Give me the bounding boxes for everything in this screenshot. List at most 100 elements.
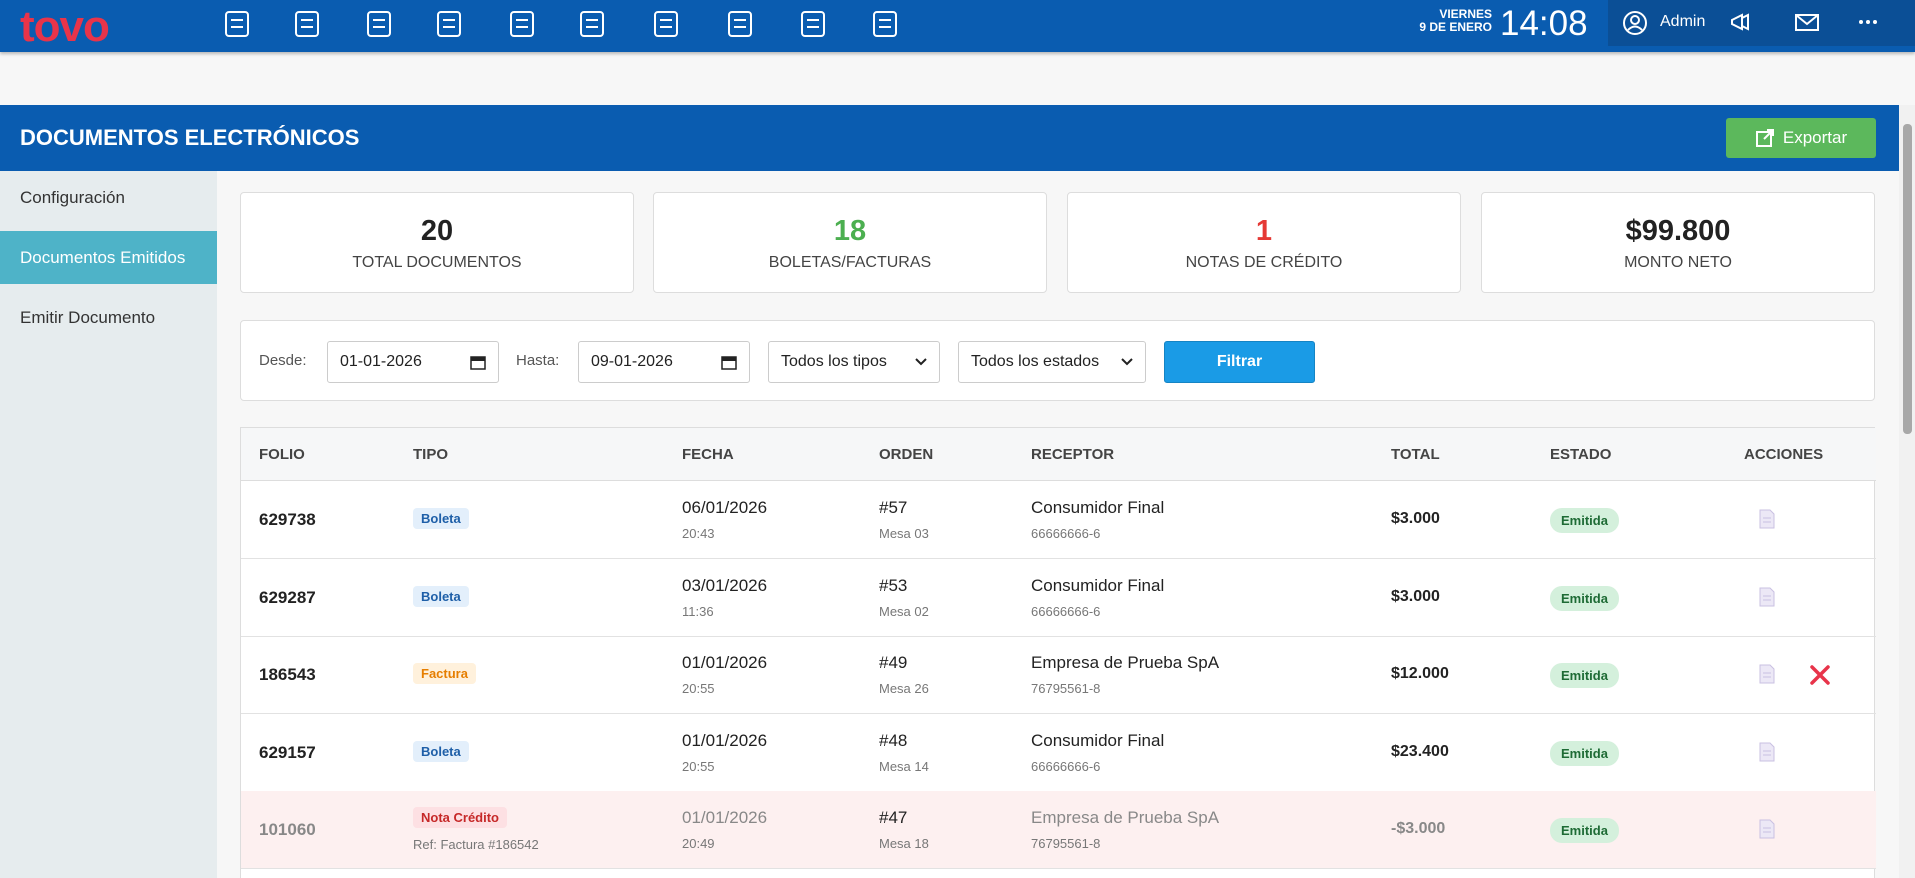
- estado-select[interactable]: Todos los estados: [958, 341, 1146, 383]
- table-row: 186543 Factura 01/01/2026 20:55 #49 Mesa 26 Em…: [241, 636, 1876, 715]
- view-doc[interactable]: [1759, 509, 1775, 534]
- nav-icon[interactable]: [728, 11, 752, 37]
- day: VIERNES: [1439, 7, 1492, 21]
- fecha: 01/01/2026: [682, 653, 768, 673]
- nav-icon[interactable]: [367, 11, 391, 37]
- stat-label: BOLETAS/FACTURAS: [768, 254, 932, 271]
- column-header: ACCIONES: [1744, 446, 1824, 463]
- column-header: RECEPTOR: [1031, 446, 1115, 463]
- stat-card: $99.800 MONTO NETO: [1481, 192, 1875, 293]
- sidebar-item[interactable]: Emitir Documento: [20, 308, 156, 327]
- fecha: 01/01/2026: [682, 808, 768, 828]
- scroll-thumb[interactable]: [1903, 124, 1912, 434]
- estado-badge: Emitida: [1550, 740, 1619, 766]
- rut: 66666666-6: [1031, 758, 1101, 774]
- date: 9 DE ENERO: [1419, 20, 1492, 34]
- rut: 76795561-8: [1031, 836, 1101, 852]
- ref: Ref: Factura #186542: [413, 837, 539, 853]
- total: $23.400: [1391, 742, 1449, 760]
- tipo-badge: Boleta: [413, 585, 469, 607]
- hasta-input[interactable]: 09-01-2026: [578, 341, 750, 383]
- chevron: [915, 358, 927, 366]
- rut: 66666666-6: [1031, 603, 1101, 619]
- nav-icon[interactable]: [437, 11, 461, 37]
- nav-icon[interactable]: [225, 11, 249, 37]
- filter-bar: Desde: 01-01-2026 Hasta: 09-01-2026 Todo…: [240, 320, 1875, 401]
- tipo-badge: Boleta: [413, 508, 469, 529]
- tipo-select[interactable]: Todos los tipos: [768, 341, 940, 383]
- export-icon: [1755, 129, 1774, 147]
- table-row: 629287 Boleta 03/01/2026 11:36 #53 Mesa 02 Con…: [241, 559, 1876, 637]
- hora: 20:43: [682, 526, 715, 541]
- announce-icon[interactable]: [1728, 10, 1754, 36]
- user-box: [1608, 0, 1915, 46]
- desde-input[interactable]: 01-01-2026: [327, 341, 499, 383]
- more-icon[interactable]: [1858, 18, 1878, 26]
- table-header: FOLIO TIPO FECHA ORDEN RECEPTOR TOTAL ESTADO AC…: [241, 428, 1876, 481]
- column-header: FECHA: [682, 446, 734, 463]
- column-header: FOLIO: [259, 446, 305, 463]
- rut: 66666666-6: [1031, 526, 1101, 541]
- nav-icon[interactable]: [510, 11, 534, 37]
- sidebar-item[interactable]: Configuración: [20, 188, 125, 207]
- view-doc[interactable]: [1759, 664, 1775, 689]
- nav-icon[interactable]: [654, 11, 678, 37]
- mesa: Mesa 26: [879, 681, 929, 697]
- estado-badge: Emitida: [1550, 663, 1619, 689]
- nav-icon[interactable]: [295, 11, 319, 37]
- stat-value: 20: [420, 215, 454, 247]
- stat-label: TOTAL DOCUMENTOS: [352, 254, 522, 271]
- view-doc[interactable]: [1759, 819, 1775, 844]
- nav-icon[interactable]: [801, 11, 825, 37]
- export-button[interactable]: Exportar: [1726, 118, 1876, 158]
- stat-card: 20 TOTAL DOCUMENTOS: [240, 192, 634, 293]
- fecha: 01/01/2026: [682, 730, 768, 750]
- top-bar: tovo VIERNES 9 DE ENERO 14:08 Admin: [0, 0, 1915, 52]
- stat-value: $99.800: [1625, 215, 1731, 247]
- calendar-icon: [721, 356, 737, 370]
- estado-badge: Emitida: [1550, 508, 1619, 533]
- user-name[interactable]: Admin: [1660, 13, 1706, 30]
- documents-table: FOLIO TIPO FECHA ORDEN RECEPTOR TOTAL ESTADO AC…: [240, 427, 1876, 878]
- hora: 20:55: [682, 758, 715, 774]
- column-header: ESTADO: [1550, 446, 1612, 463]
- calendar-icon: [470, 356, 486, 370]
- total: $3.000: [1391, 510, 1440, 527]
- column-header: TOTAL: [1391, 446, 1440, 463]
- mesa: Mesa 14: [879, 758, 929, 774]
- sidebar: Configuración Documentos Emitidos Emitir D…: [0, 171, 217, 878]
- nav-icon[interactable]: [873, 11, 897, 37]
- page-title: DOCUMENTOS ELECTRÓNICOS: [20, 125, 360, 150]
- mail-icon[interactable]: [1794, 12, 1820, 34]
- mesa: Mesa 02: [879, 603, 929, 619]
- receptor: Empresa de Prueba SpA: [1031, 653, 1220, 673]
- desde-value: 01-01-2026: [340, 353, 422, 370]
- view-doc[interactable]: [1759, 587, 1775, 612]
- estado-badge: Emitida: [1550, 585, 1619, 611]
- folio: 629738: [259, 510, 316, 529]
- table-row: 629157 Boleta 01/01/2026 20:55 #48 Mesa 14 Con…: [241, 714, 1876, 792]
- filter-button[interactable]: Filtrar: [1164, 341, 1315, 383]
- cancel-doc[interactable]: [1809, 664, 1831, 691]
- orden: #57: [879, 498, 908, 517]
- estado-badge: Emitida: [1550, 818, 1619, 844]
- table-row: 101060 Nota Crédito Ref: Factura #186542 01…: [241, 791, 1876, 870]
- total: $12.000: [1391, 665, 1449, 683]
- orden: #49: [879, 653, 908, 673]
- folio: 629287: [259, 587, 316, 607]
- mesa: Mesa 18: [879, 836, 929, 852]
- nav-icon[interactable]: [580, 11, 604, 37]
- receptor: Consumidor Final: [1031, 575, 1165, 595]
- user-icon[interactable]: [1622, 10, 1648, 36]
- column-header: TIPO: [413, 446, 449, 463]
- view-doc[interactable]: [1759, 742, 1775, 767]
- sidebar-item[interactable]: Documentos Emitidos: [0, 231, 217, 284]
- hora: 20:55: [682, 681, 715, 697]
- table-row: 629738 Boleta 06/01/2026 20:43 #57 Mesa 03 Con…: [241, 481, 1876, 559]
- date-box: VIERNES 9 DE ENERO: [1392, 8, 1492, 34]
- desde-label: Desde:: [259, 352, 307, 369]
- title-bar: DOCUMENTOS ELECTRÓNICOS Exportar: [0, 105, 1899, 171]
- brand[interactable]: tovo: [20, 2, 110, 51]
- orden: #47: [879, 808, 908, 828]
